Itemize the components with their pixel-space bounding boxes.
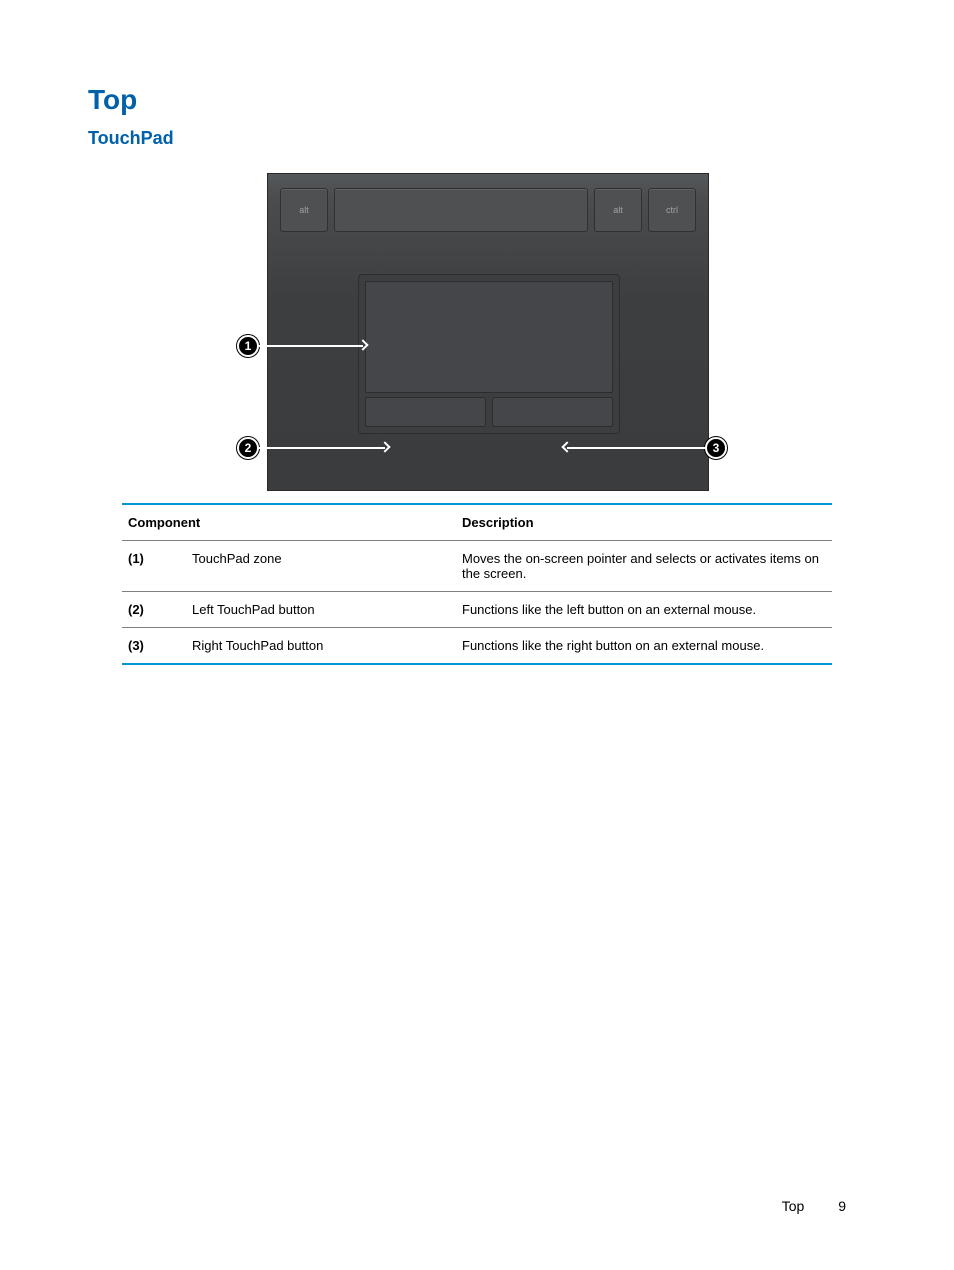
table-cell-num: (1) (122, 541, 186, 592)
heading-touchpad: TouchPad (88, 128, 866, 149)
document-page: Top TouchPad alt alt ctrl (0, 0, 954, 1270)
footer-page-number: 9 (838, 1198, 846, 1214)
table-header-description: Description (456, 504, 832, 541)
heading-top: Top (88, 84, 866, 116)
table-header-component: Component (122, 504, 456, 541)
table-cell-component: Right TouchPad button (186, 628, 456, 665)
callout-marker-2: 2 (237, 437, 259, 459)
touchpad-well (358, 274, 620, 434)
table-cell-description: Moves the on-screen pointer and selects … (456, 541, 832, 592)
footer-section: Top (782, 1198, 805, 1214)
table-cell-description: Functions like the right button on an ex… (456, 628, 832, 665)
callout-marker-1: 1 (237, 335, 259, 357)
page-footer: Top 9 (782, 1198, 846, 1214)
laptop-illustration: alt alt ctrl (267, 173, 709, 491)
key-alt-left: alt (280, 188, 328, 232)
component-table: Component Description (1) TouchPad zone … (122, 503, 832, 665)
table-cell-num: (2) (122, 592, 186, 628)
table-cell-component: Left TouchPad button (186, 592, 456, 628)
touchpad-left-button (365, 397, 486, 427)
callout-line-1 (259, 345, 363, 347)
touchpad-zone (365, 281, 613, 393)
table-cell-description: Functions like the left button on an ext… (456, 592, 832, 628)
key-spacebar (334, 188, 588, 232)
key-ctrl: ctrl (648, 188, 696, 232)
key-alt-right: alt (594, 188, 642, 232)
table-cell-num: (3) (122, 628, 186, 665)
callout-line-3 (567, 447, 705, 449)
touchpad-diagram: alt alt ctrl 1 2 (88, 173, 866, 491)
callout-line-2 (259, 447, 385, 449)
touchpad-right-button (492, 397, 613, 427)
callout-marker-3: 3 (705, 437, 727, 459)
table-cell-component: TouchPad zone (186, 541, 456, 592)
